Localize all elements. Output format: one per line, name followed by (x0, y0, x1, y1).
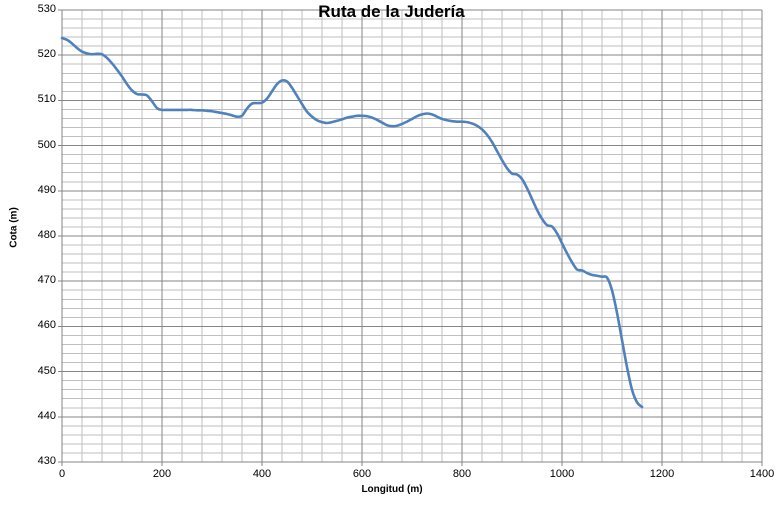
elevation-series-line (60, 36, 644, 409)
y-axis-label: Cota (m) (8, 207, 20, 248)
y-tick-label: 460 (37, 319, 56, 332)
x-axis-label: Longitud (m) (361, 484, 423, 495)
x-tick-label: 800 (452, 468, 472, 480)
x-tick-label: 0 (58, 468, 66, 480)
y-axis-tick-labels: 430 440 450 460 470 480 490 500 510 520 530 (0, 0, 56, 512)
y-tick-label: 500 (37, 138, 56, 151)
x-tick-label: 1000 (549, 468, 575, 480)
y-tick-label: 470 (37, 274, 56, 287)
x-tick-label: 600 (352, 468, 372, 480)
axis-ticks (58, 9, 763, 466)
y-tick-label: 430 (37, 455, 56, 467)
x-tick-label: 1400 (749, 468, 775, 480)
major-gridlines (61, 9, 763, 463)
x-tick-label: 400 (252, 468, 272, 480)
y-tick-label: 490 (37, 183, 56, 196)
y-tick-label: 530 (37, 3, 56, 15)
y-tick-label: 480 (37, 229, 56, 241)
y-tick-label: 520 (37, 48, 56, 61)
y-tick-label: 510 (37, 93, 56, 106)
x-tick-label: 200 (152, 468, 172, 480)
y-tick-label: 450 (37, 364, 56, 377)
y-tick-label: 440 (37, 409, 56, 422)
x-tick-label: 1200 (649, 468, 675, 480)
